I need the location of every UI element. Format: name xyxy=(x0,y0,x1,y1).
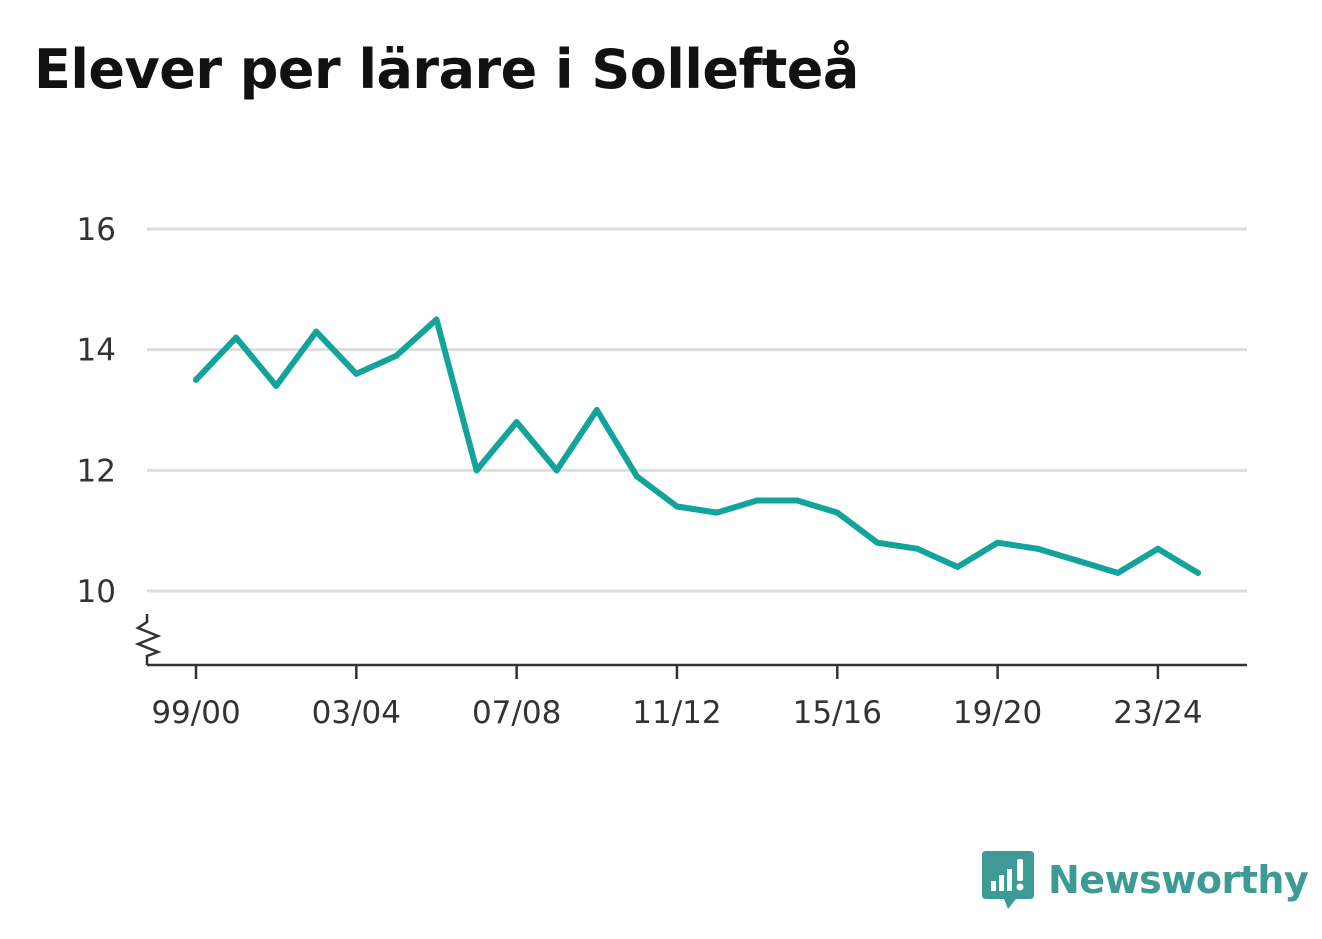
x-tick-label: 03/04 xyxy=(312,695,401,731)
y-tick-label: 10 xyxy=(77,574,116,610)
x-tick-label: 99/00 xyxy=(151,695,240,731)
data-point xyxy=(313,328,320,335)
gridlines xyxy=(147,227,1247,593)
y-tick-label: 16 xyxy=(77,212,116,248)
data-point xyxy=(393,352,400,359)
data-point xyxy=(473,467,480,474)
data-point xyxy=(714,509,721,516)
data-point xyxy=(193,376,199,383)
newsworthy-logo-icon xyxy=(982,851,1034,909)
series-line xyxy=(193,316,1201,576)
data-point xyxy=(834,509,841,516)
data-point xyxy=(1195,569,1201,576)
brand-name: Newsworthy xyxy=(1048,858,1309,902)
data-point xyxy=(233,334,240,341)
data-point xyxy=(954,563,961,570)
data-point xyxy=(754,497,761,504)
x-tick-label: 15/16 xyxy=(793,695,882,731)
data-point xyxy=(633,473,640,480)
data-point xyxy=(914,545,921,552)
x-tick-label: 23/24 xyxy=(1113,695,1202,731)
x-tick-label: 07/08 xyxy=(472,695,561,731)
data-points xyxy=(193,316,1201,576)
data-point xyxy=(513,419,520,426)
x-tick-label: 11/12 xyxy=(632,695,721,731)
data-point xyxy=(353,370,360,377)
data-point xyxy=(874,539,881,546)
data-point xyxy=(553,467,560,474)
data-point xyxy=(1074,557,1081,564)
data-point xyxy=(593,407,600,413)
data-point xyxy=(1034,545,1041,552)
data-point xyxy=(273,382,280,389)
data-point xyxy=(994,539,1001,546)
chart-title: Elever per lärare i Sollefteå xyxy=(34,38,859,101)
y-tick-label: 14 xyxy=(77,333,116,369)
brand: Newsworthy xyxy=(980,848,1309,912)
x-axis-ticks: 99/00 03/04 07/08 11/12 15/16 19/20 23/24 xyxy=(151,665,1203,731)
y-axis-break-icon xyxy=(134,614,162,665)
data-point xyxy=(673,503,680,510)
data-point xyxy=(794,497,801,504)
data-point xyxy=(1114,569,1121,576)
data-point xyxy=(433,316,440,323)
x-tick-label: 19/20 xyxy=(953,695,1042,731)
y-axis-ticks: 10 12 14 16 xyxy=(77,212,116,610)
y-tick-label: 12 xyxy=(77,453,116,489)
data-point xyxy=(1154,545,1161,552)
